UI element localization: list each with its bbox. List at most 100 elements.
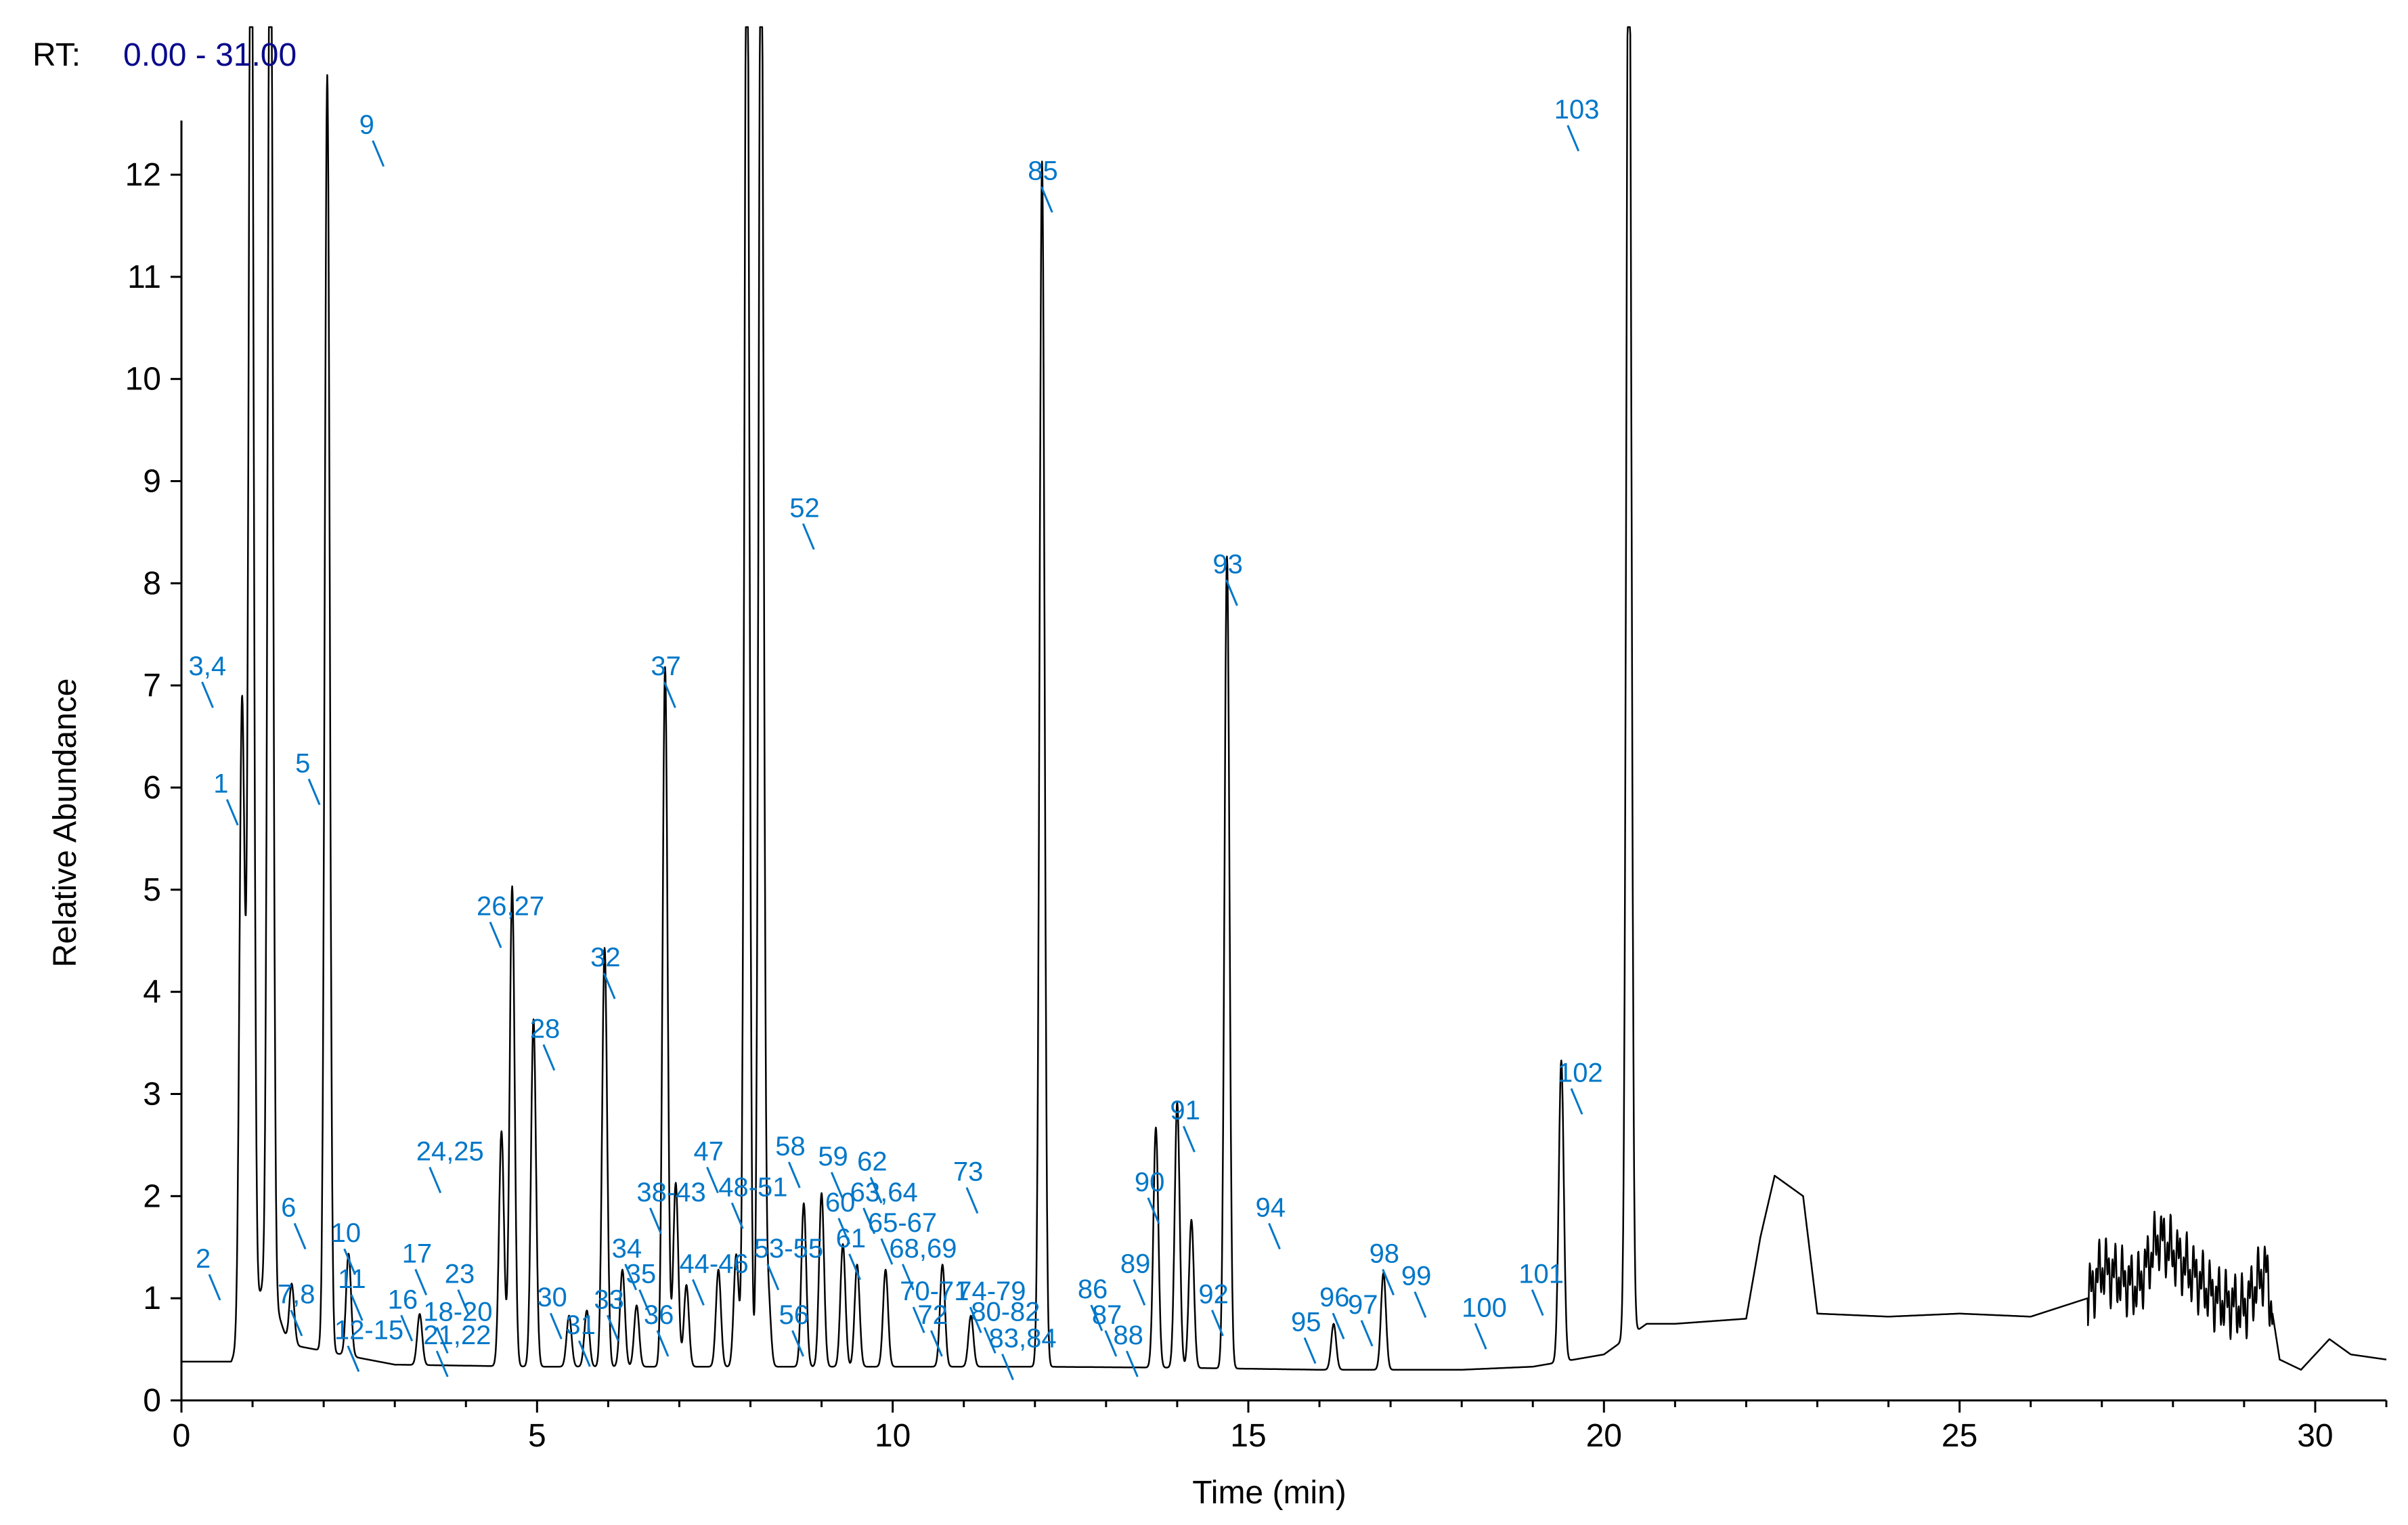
- x-tick-label: 10: [875, 1418, 911, 1454]
- peak-label: 2: [196, 1244, 211, 1274]
- peak-leader-line: [201, 681, 214, 708]
- peak-leader-line: [1570, 1088, 1583, 1115]
- peak-leader-line: [1090, 1304, 1103, 1331]
- peak-leader-line: [624, 1264, 638, 1291]
- peak-leader-line: [1382, 1268, 1395, 1295]
- peak-leader-line: [965, 1187, 979, 1214]
- peak-label: 23: [445, 1260, 475, 1289]
- peak-leader-line: [1303, 1337, 1317, 1365]
- y-tick-label: 8: [143, 565, 161, 601]
- peak-leader-line: [656, 1330, 670, 1357]
- peak-leader-line: [862, 1207, 875, 1234]
- peak-leader-line: [983, 1327, 997, 1354]
- peak-label: 7,8: [278, 1280, 315, 1310]
- peak-leader-line: [603, 972, 616, 1000]
- peak-leader-line: [606, 1314, 619, 1341]
- peak-leader-line: [791, 1330, 804, 1357]
- peak-label: 100: [1462, 1293, 1507, 1323]
- peak-leader-line: [1147, 1197, 1160, 1224]
- peak-label: 38-43: [636, 1178, 705, 1207]
- peak-label: 72: [917, 1300, 948, 1330]
- peak-label: 47: [693, 1137, 724, 1167]
- peak-leader-line: [1040, 186, 1053, 213]
- peak-label: 6: [281, 1193, 296, 1223]
- peak-leader-line: [730, 1202, 744, 1229]
- peak-leader-line: [293, 1222, 307, 1250]
- peak-label: 34: [612, 1234, 642, 1264]
- peak-leader-line: [930, 1330, 943, 1357]
- peak-label: 94: [1255, 1193, 1286, 1223]
- peak-leader-line: [400, 1314, 414, 1341]
- peak-leader-line: [549, 1312, 563, 1339]
- peak-label: 37: [651, 651, 681, 681]
- peak-label: 30: [537, 1283, 567, 1312]
- peak-leader-line: [1183, 1125, 1196, 1153]
- peak-leader-line: [1225, 579, 1238, 606]
- peak-leader-line: [787, 1161, 801, 1188]
- peak-label: 90: [1135, 1167, 1165, 1197]
- peak-label: 63,64: [850, 1178, 918, 1207]
- x-tick-label: 15: [1230, 1418, 1266, 1454]
- peak-label: 92: [1198, 1280, 1229, 1310]
- peak-leader-line: [663, 681, 676, 708]
- peak-label: 87: [1092, 1300, 1122, 1330]
- y-axis-label: Relative Abundance: [47, 679, 83, 968]
- y-tick-label: 5: [143, 872, 161, 908]
- peak-label: 56: [779, 1300, 810, 1330]
- peak-leader-line: [435, 1327, 449, 1354]
- y-tick-label: 4: [143, 974, 161, 1010]
- peak-label: 32: [590, 943, 621, 972]
- peak-leader-line: [457, 1289, 470, 1316]
- x-tick-label: 0: [173, 1418, 191, 1454]
- peak-leader-line: [830, 1172, 844, 1199]
- peak-leader-line: [414, 1268, 428, 1295]
- peak-label: 80-82: [971, 1297, 1040, 1327]
- peak-label: 11: [338, 1264, 366, 1294]
- peak-label: 85: [1028, 156, 1058, 186]
- peak-label: 89: [1120, 1249, 1151, 1279]
- y-tick-label: 7: [143, 668, 161, 704]
- peak-leader-line: [880, 1238, 894, 1265]
- peak-leader-line: [290, 1310, 303, 1337]
- peak-label: 3,4: [189, 651, 227, 681]
- peak-leader-line: [902, 1264, 915, 1291]
- peak-leader-line: [1001, 1353, 1014, 1381]
- peak-leader-line: [649, 1207, 662, 1234]
- peak-label: 93: [1212, 549, 1243, 579]
- peak-label: 101: [1518, 1260, 1564, 1289]
- peak-label: 59: [818, 1142, 848, 1172]
- x-tick-label: 25: [1942, 1418, 1977, 1454]
- peak-leader-line: [1414, 1291, 1427, 1318]
- peak-label: 70-71: [900, 1276, 969, 1306]
- y-tick-label: 1: [143, 1281, 161, 1316]
- peak-leader-line: [1474, 1323, 1487, 1350]
- peak-label: 73: [953, 1157, 984, 1187]
- peak-label: 99: [1401, 1262, 1432, 1291]
- y-tick-label: 6: [143, 770, 161, 806]
- peak-label: 98: [1370, 1239, 1400, 1268]
- peak-leader-line: [837, 1218, 851, 1245]
- peak-leader-line: [638, 1289, 652, 1316]
- peak-label: 91: [1170, 1096, 1200, 1125]
- peak-label: 44-46: [679, 1249, 748, 1279]
- peak-label: 5: [295, 748, 310, 778]
- peak-leader-line: [350, 1294, 364, 1321]
- peak-leader-line: [802, 523, 815, 550]
- trace-layer: [181, 26, 2387, 1371]
- peak-leader-line: [1567, 125, 1580, 152]
- peak-label: 103: [1554, 95, 1600, 125]
- peak-label: 65-67: [868, 1208, 937, 1238]
- peak-leader-line: [869, 1177, 883, 1204]
- rt-label: RT:: [32, 37, 81, 73]
- peak-label: 16: [388, 1285, 418, 1314]
- peak-label: 35: [626, 1260, 657, 1289]
- peak-label: 61: [836, 1224, 867, 1253]
- peak-label: 10: [331, 1218, 362, 1248]
- peak-label: 28: [530, 1014, 561, 1044]
- peak-label: 36: [644, 1300, 674, 1330]
- peak-leader-line: [347, 1345, 360, 1373]
- y-tick-label: 11: [127, 259, 161, 295]
- peak-label: 21,22: [423, 1320, 491, 1350]
